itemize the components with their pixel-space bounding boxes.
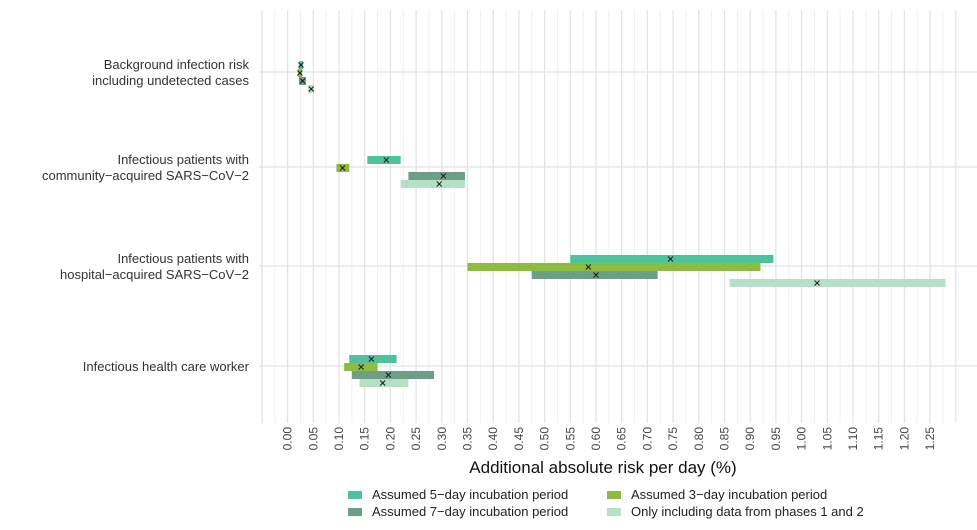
x-tick-label: 0.50 [538,427,552,451]
legend-swatch [348,491,362,499]
x-tick-label: 0.35 [461,427,475,451]
x-tick-label: 0.15 [358,427,372,451]
x-tick-label: 0.65 [615,427,629,451]
x-tick-label: 1.10 [846,427,860,451]
category-label: including undetected cases [92,73,249,88]
x-tick-label: 0.00 [281,427,295,451]
category-label: hospital−acquired SARS−CoV−2 [60,267,249,282]
x-tick-label: 0.45 [512,427,526,451]
x-tick-label: 0.55 [563,427,577,451]
x-tick-label: 0.05 [306,427,320,451]
legend-swatch [607,508,621,516]
x-tick-label: 0.70 [640,427,654,451]
x-axis-ticks: 0.00 0.05 0.10 0.15 0.20 0.25 0.30 0.35 0.40 0.45… [281,427,937,451]
interval-bar [359,379,409,387]
grid [259,10,977,423]
x-tick-label: 1.25 [923,427,937,451]
estimate-marker [298,62,304,68]
interval-bar [729,279,946,287]
legend-label: Only including data from phases 1 and 2 [631,504,864,519]
estimate-marker [368,356,375,362]
estimate-marker [379,380,386,386]
x-tick-label: 0.90 [743,427,757,451]
legend-label: Assumed 3−day incubation period [631,487,827,502]
x-tick-label: 0.10 [332,427,346,451]
x-tick-label: 1.15 [872,427,886,451]
interval-bar [467,263,761,271]
x-tick-label: 1.20 [897,427,911,451]
estimate-marker [385,372,392,378]
estimate-marker [297,70,303,76]
estimate-marker [436,181,443,187]
x-tick-label: 1.05 [820,427,834,451]
x-tick-label: 0.60 [589,427,603,451]
estimate-marker [383,157,390,163]
x-tick-label: 0.40 [486,427,500,451]
category-label: Infectious health care worker [83,359,250,374]
estimate-marker [440,173,447,179]
category-label: community−acquired SARS−CoV−2 [42,168,249,183]
x-tick-label: 0.30 [435,427,449,451]
estimate-marker [593,272,599,278]
x-tick-label: 0.75 [666,427,680,451]
interval-bars [297,61,946,387]
interval-bar [531,271,658,279]
interval-bar [349,355,397,363]
x-tick-label: 0.25 [409,427,423,451]
x-tick-label: 0.20 [383,427,397,451]
estimate-marker [339,165,346,171]
interval-bar [400,180,465,188]
estimate-marker [585,264,592,270]
legend-swatch [348,508,362,516]
estimate-marker [667,256,674,262]
x-tick-label: 0.85 [718,427,732,451]
estimate-marker [814,280,820,286]
category-label: Background infection risk [104,57,250,72]
estimate-marker [308,86,315,92]
interval-bar [351,371,435,379]
estimate-marker [299,78,306,84]
interval-bar [367,156,401,164]
estimate-marker [358,364,364,370]
x-tick-label: 0.80 [692,427,706,451]
legend-label: Assumed 7−day incubation period [372,504,568,519]
x-axis-title: Additional absolute risk per day (%) [469,458,736,477]
legend-label: Assumed 5−day incubation period [372,487,568,502]
category-label: Infectious patients with [117,251,249,266]
category-label: Infectious patients with [117,152,249,167]
x-tick-label: 0.95 [769,427,783,451]
legend: Assumed 5−day incubation period Assumed 3… [348,487,864,519]
interval-bar [408,172,465,180]
interval-bar [570,255,774,263]
x-tick-label: 1.00 [795,427,809,451]
legend-swatch [607,491,621,499]
